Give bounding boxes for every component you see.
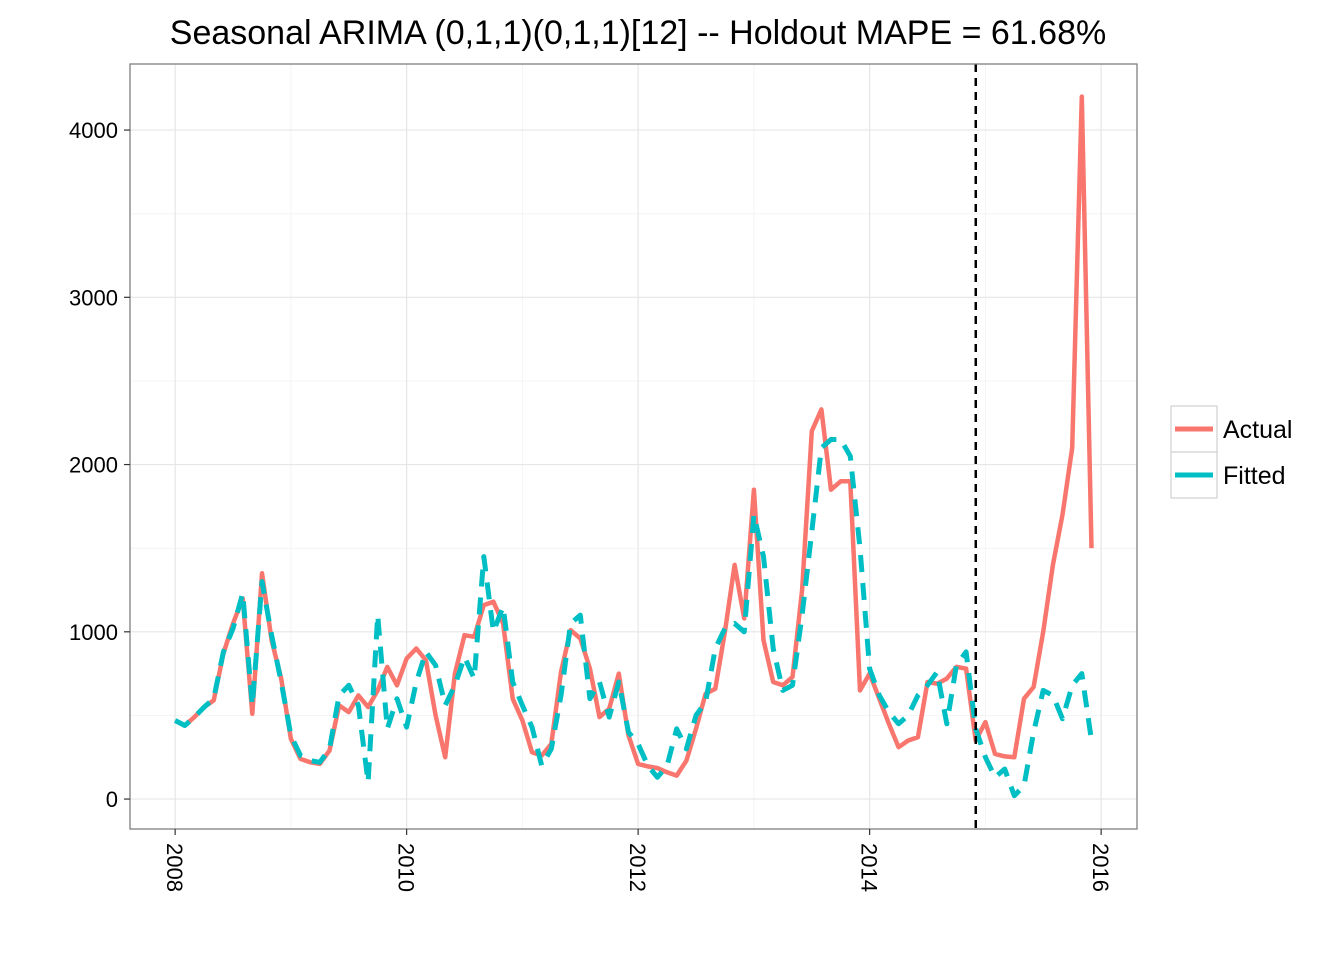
x-tick-label: 2008 (162, 843, 187, 892)
series-lines (173, 94, 1094, 799)
y-tick-label: 2000 (69, 453, 118, 478)
legend: Actual Fitted (1170, 405, 1292, 499)
x-tick-label: 2016 (1088, 843, 1113, 892)
legend-label: Fitted (1223, 462, 1286, 490)
y-tick-label: 0 (106, 787, 118, 812)
x-axis: 2008 2010 2012 2014 2016 (162, 829, 1113, 892)
y-tick-label: 1000 (69, 620, 118, 645)
x-tick-label: 2010 (394, 843, 419, 892)
y-tick-label: 3000 (69, 285, 118, 310)
legend-label: Actual (1223, 416, 1292, 444)
chart-title: Seasonal ARIMA (0,1,1)(0,1,1)[12] -- Hol… (170, 14, 1106, 52)
gridlines (130, 64, 1137, 829)
y-axis: 0 1000 2000 3000 4000 (69, 118, 130, 812)
y-tick-label: 4000 (69, 118, 118, 143)
x-tick-label: 2012 (625, 843, 650, 892)
x-tick-label: 2014 (857, 843, 882, 892)
plot-panel-border (129, 63, 1138, 830)
series-line-fitted (173, 437, 1094, 799)
